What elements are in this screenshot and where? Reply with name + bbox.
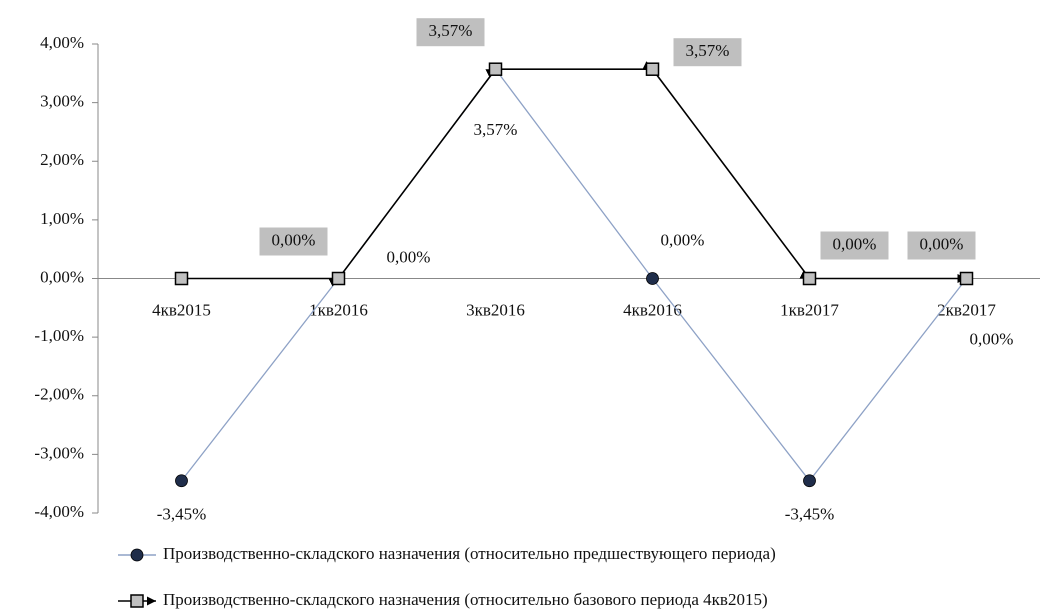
legend-label: Производственно-складского назначения (о… bbox=[163, 544, 776, 563]
label-box bbox=[907, 231, 976, 260]
y-tick-label: -3,00% bbox=[34, 443, 84, 462]
series-line bbox=[181, 61, 967, 287]
y-tick-label: 4,00% bbox=[40, 33, 84, 52]
point-marker bbox=[959, 271, 974, 286]
point-marker bbox=[174, 271, 189, 286]
legend-marker bbox=[130, 594, 144, 608]
data-label: 3,57% bbox=[474, 120, 518, 139]
x-tick-label: 1кв2017 bbox=[780, 300, 839, 319]
data-label: 0,00% bbox=[387, 247, 431, 266]
label-box bbox=[820, 231, 889, 260]
point-marker bbox=[331, 271, 346, 286]
label-box bbox=[416, 18, 485, 47]
x-tick-label: 4кв2015 bbox=[152, 300, 211, 319]
y-tick-label: 2,00% bbox=[40, 150, 84, 169]
y-tick-label: 0,00% bbox=[40, 267, 84, 286]
y-tick-label: 1,00% bbox=[40, 209, 84, 228]
series-line bbox=[180, 68, 968, 482]
data-label: 0,00% bbox=[970, 329, 1014, 348]
point-marker bbox=[488, 62, 503, 76]
data-label: 0,00% bbox=[920, 234, 964, 253]
data-label: 0,00% bbox=[833, 234, 877, 253]
data-label: 3,57% bbox=[429, 21, 473, 40]
data-label: -3,45% bbox=[157, 505, 207, 524]
data-label: 0,00% bbox=[661, 230, 705, 249]
x-tick-label: 1кв2016 bbox=[309, 300, 368, 319]
x-tick-label: 4кв2016 bbox=[623, 300, 682, 319]
legend-label: Производственно-складского назначения (о… bbox=[163, 590, 768, 609]
data-label: 0,00% bbox=[272, 230, 316, 249]
label-box bbox=[259, 227, 328, 256]
y-tick-label: -1,00% bbox=[34, 326, 84, 345]
y-tick-label: 3,00% bbox=[40, 92, 84, 111]
x-tick-label: 3кв2016 bbox=[466, 300, 525, 319]
data-label: 3,57% bbox=[686, 41, 730, 60]
y-tick-label: -2,00% bbox=[34, 385, 84, 404]
point-marker bbox=[645, 62, 660, 76]
data-label: -3,45% bbox=[785, 505, 835, 524]
label-box bbox=[673, 38, 742, 67]
point-marker bbox=[646, 272, 659, 285]
point-marker bbox=[802, 271, 817, 286]
legend-marker bbox=[130, 548, 144, 562]
point-marker bbox=[803, 474, 816, 488]
x-tick-label: 2кв2017 bbox=[937, 300, 996, 319]
y-tick-label: -4,00% bbox=[34, 502, 84, 521]
point-marker bbox=[175, 474, 188, 488]
